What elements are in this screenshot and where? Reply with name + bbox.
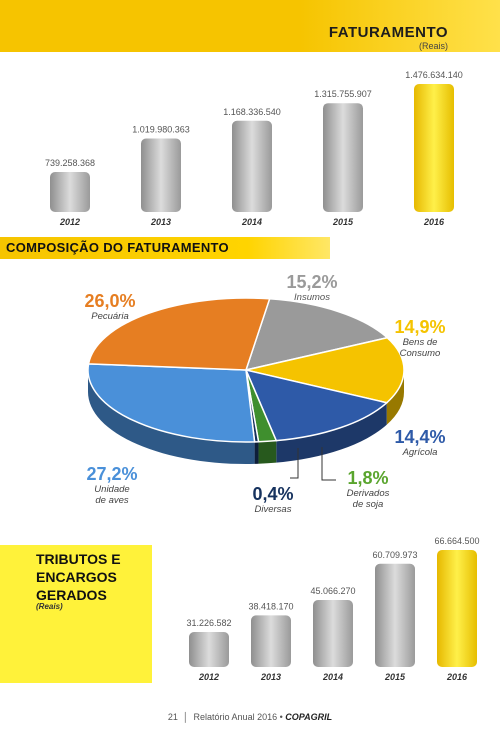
bar-2013 [141,138,181,212]
pie-percent-label: 26,0% [84,291,135,311]
pie-slice-side [276,402,387,463]
bar-value-label: 31.226.582 [186,618,231,628]
x-tick-label: 2015 [332,217,354,227]
pie-category-label: Bens de [403,337,438,348]
pie-category-label: Insumos [294,292,330,303]
pie-slice-side [254,441,259,464]
x-tick-label: 2012 [198,672,219,682]
bar-value-label: 739.258.368 [45,158,95,168]
section-band [0,237,330,259]
bar-value-label: 1.168.336.540 [223,107,281,117]
footer: 21 │ Relatório Anual 2016 • COPAGRIL [167,712,333,722]
leader-line [290,448,299,479]
footer-brand: COPAGRIL [285,712,333,722]
tributos-box [0,545,152,683]
x-tick-label: 2016 [423,217,445,227]
x-tick-label: 2014 [322,672,343,682]
footer-text: Relatório Anual 2016 • [193,712,283,722]
pie-category-label: Agrícola [402,447,438,458]
x-tick-label: 2013 [260,672,281,682]
pie-slice [244,368,389,442]
pie-slice-side [386,370,404,425]
bar-2015 [323,103,363,212]
chart-title-faturamento: FATURAMENTO [328,24,448,41]
footer-page: 21 [167,712,178,722]
chart-subtitle-faturamento: (Reais) [418,41,448,51]
leader-line [321,447,336,481]
bar-value-label: 45.066.270 [310,586,355,596]
bar-2016 [414,84,454,212]
pie-percent-label: 0,4% [252,484,293,504]
bar-value-label: 1.315.755.907 [314,89,372,99]
bar-2012 [189,632,229,667]
bar-2016 [437,550,477,667]
pie-percent-label: 1,8% [347,468,388,488]
chart-subtitle-tributos: (Reais) [36,602,63,611]
bar-value-label: 1.019.980.363 [132,124,190,134]
pie-percent-label: 15,2% [286,272,337,292]
chart-title-tributos: TRIBUTOS E ENCARGOS GERADOS [36,551,121,603]
pie-slice-side [258,440,277,464]
pie-slice [245,336,405,404]
pie-slice [87,363,256,443]
pie-category-label: de soja [353,499,384,510]
pie-slice [244,298,389,372]
section-title-composicao: COMPOSIÇÃO DO FATURAMENTO [6,240,229,255]
x-tick-label: 2016 [446,672,468,682]
pie-percent-label: 27,2% [86,464,137,484]
bar-2015 [375,563,415,667]
pie-category-label: Unidade [94,484,129,495]
x-tick-label: 2012 [59,217,80,227]
bar-value-label: 1.476.634.140 [405,70,463,80]
pie-category-label: de aves [95,495,129,506]
pie-category-label: Derivados [347,488,390,499]
bar-value-label: 66.664.500 [434,536,479,546]
bar-2014 [232,120,272,212]
pie-category-label: Consumo [400,348,441,359]
bar-2012 [50,172,90,212]
header-band [0,0,500,52]
x-tick-label: 2013 [150,217,171,227]
bar-2013 [251,615,291,667]
x-tick-label: 2015 [384,672,406,682]
pie-percent-label: 14,4% [394,427,445,447]
x-tick-label: 2014 [241,217,262,227]
pie-percent-label: 14,9% [394,317,445,337]
pie-category-label: Pecuária [91,311,129,322]
bar-value-label: 38.418.170 [248,601,293,611]
bar-value-label: 60.709.973 [372,550,417,560]
bar-2014 [313,599,353,667]
pie-slice [87,297,271,371]
pie-category-label: Diversas [255,504,292,515]
